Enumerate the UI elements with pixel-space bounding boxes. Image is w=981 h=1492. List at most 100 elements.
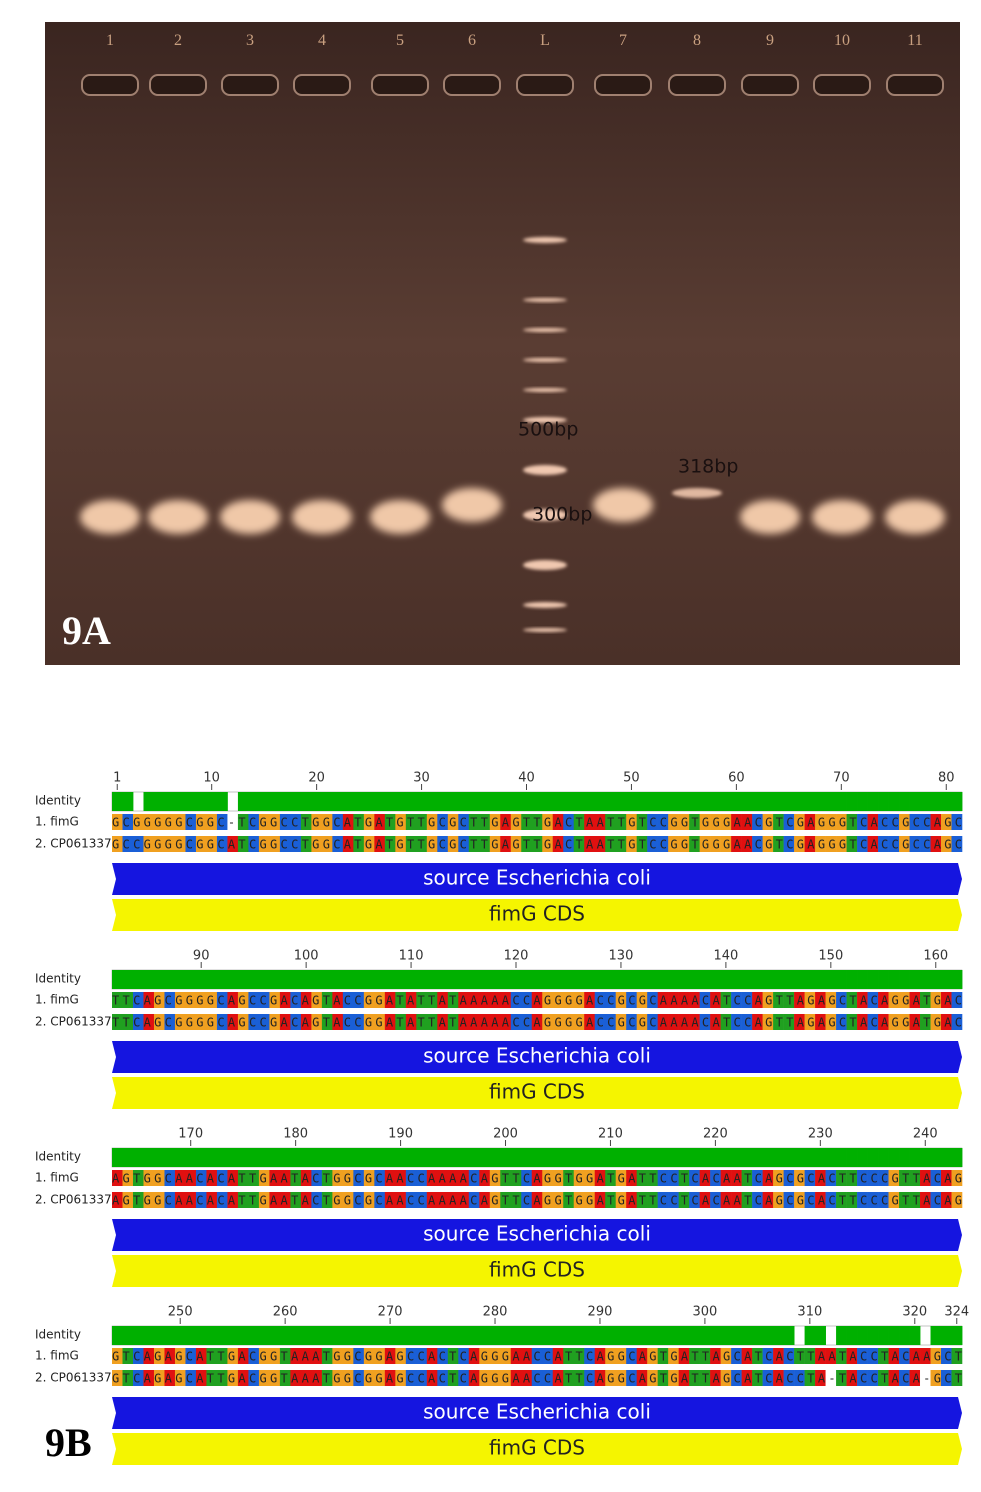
identity-cell — [899, 792, 910, 811]
base-cell — [615, 836, 627, 852]
base-cell — [363, 814, 375, 830]
base-cell — [899, 836, 910, 852]
identity-cell — [258, 792, 270, 811]
base-cell — [878, 814, 889, 830]
base-cell — [143, 1014, 155, 1030]
base-cell — [195, 1370, 207, 1386]
base-cell — [857, 1348, 868, 1364]
identity-cell — [237, 970, 249, 989]
identity-cell — [384, 970, 396, 989]
base-cell — [941, 1192, 952, 1208]
base-cell — [552, 1170, 564, 1186]
base-cell — [185, 836, 197, 852]
base-cell — [479, 992, 491, 1008]
base-cell — [762, 836, 774, 852]
identity-cell — [794, 792, 805, 811]
base-cell — [804, 992, 816, 1008]
base-cell — [174, 1170, 186, 1186]
base-cell — [563, 1348, 575, 1364]
base-cell — [132, 1170, 144, 1186]
base-cell — [112, 992, 123, 1008]
base-cell — [395, 1170, 407, 1186]
identity-cell — [878, 792, 889, 811]
identity-cell — [321, 1326, 333, 1345]
base-cell — [825, 1170, 837, 1186]
base-cell — [405, 814, 417, 830]
identity-cell — [657, 792, 669, 811]
base-cell — [920, 1192, 931, 1208]
identity-cell — [353, 792, 365, 811]
identity-cell — [720, 792, 732, 811]
base-cell — [762, 992, 774, 1008]
identity-cell — [300, 792, 312, 811]
identity-cell — [552, 970, 564, 989]
base-cell — [112, 814, 123, 830]
base-cell — [468, 1014, 480, 1030]
identity-cell — [174, 970, 186, 989]
base-cell — [668, 1192, 679, 1208]
base-cell — [773, 1014, 784, 1030]
identity-cell — [867, 792, 879, 811]
identity-cell — [951, 1326, 963, 1345]
base-cell — [794, 1348, 805, 1364]
base-cell — [615, 1348, 627, 1364]
base-cell — [216, 836, 228, 852]
identity-cell — [174, 1148, 186, 1167]
base-cell — [132, 1348, 144, 1364]
base-cell — [836, 1192, 847, 1208]
base-cell — [836, 992, 847, 1008]
identity-cell — [353, 970, 365, 989]
base-cell — [206, 992, 218, 1008]
base-cell — [321, 1370, 333, 1386]
ruler-label: 290 — [588, 1305, 613, 1320]
base-cell — [458, 1192, 470, 1208]
base-cell — [468, 1170, 480, 1186]
lane-label: 11 — [907, 32, 922, 49]
identity-cell — [773, 1148, 785, 1167]
identity-cell — [258, 1148, 270, 1167]
base-cell — [112, 1348, 123, 1364]
base-cell — [888, 836, 900, 852]
base-cell — [290, 992, 302, 1008]
base-cell — [374, 1348, 386, 1364]
identity-cell — [112, 792, 123, 811]
base-cell — [825, 836, 837, 852]
base-cell — [174, 1370, 186, 1386]
identity-cell — [290, 792, 302, 811]
identity-cell — [741, 1148, 753, 1167]
base-cell — [867, 836, 879, 852]
base-cell — [773, 1192, 784, 1208]
well — [149, 74, 207, 96]
base-cell — [920, 992, 931, 1008]
identity-cell — [510, 792, 522, 811]
base-cell — [647, 1348, 658, 1364]
feature-bar — [112, 1077, 962, 1109]
identity-cell — [605, 1148, 617, 1167]
base-cell — [878, 836, 889, 852]
base-cell — [342, 1170, 354, 1186]
ladder-band — [523, 509, 567, 521]
base-cell — [227, 1192, 239, 1208]
base-cell — [279, 1192, 291, 1208]
lane-label: 6 — [468, 32, 476, 49]
base-cell — [804, 814, 816, 830]
identity-cell — [731, 1148, 743, 1167]
identity-cell — [363, 1148, 375, 1167]
ruler-label: 220 — [703, 1127, 728, 1142]
band — [593, 488, 653, 522]
identity-cell — [626, 970, 638, 989]
base-cell — [605, 1370, 617, 1386]
feature-label: source Escherichia coli — [423, 1044, 651, 1068]
base-cell — [647, 1370, 658, 1386]
base-cell — [584, 1014, 596, 1030]
identity-cell — [500, 792, 512, 811]
ruler-label: 240 — [913, 1127, 938, 1142]
base-cell — [521, 1348, 533, 1364]
identity-cell — [521, 970, 533, 989]
base-cell — [353, 1348, 365, 1364]
base-cell — [699, 1370, 711, 1386]
base-cell — [731, 1370, 742, 1386]
identity-cell — [384, 1326, 396, 1345]
identity-cell — [185, 792, 197, 811]
base-cell — [531, 1014, 543, 1030]
